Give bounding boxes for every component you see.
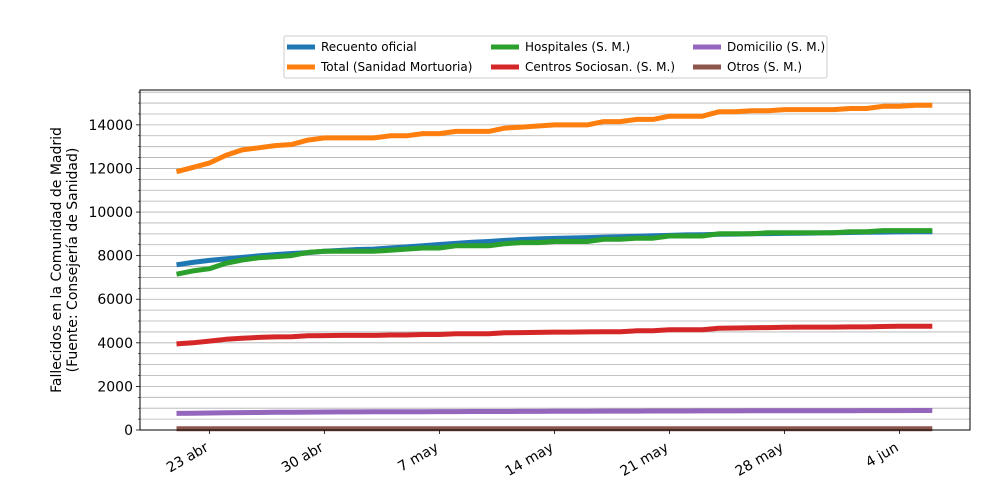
- y-tick-label: 0: [124, 423, 133, 439]
- series-line: [176, 323, 933, 347]
- legend-label: Otros (S. M.): [727, 60, 802, 74]
- legend-label: Centros Sociosan. (S. M.): [525, 60, 675, 74]
- series-line: [176, 228, 933, 277]
- series-lines: [175, 102, 933, 432]
- y-tick-label: 12000: [88, 161, 133, 177]
- plot-frame: [139, 89, 971, 431]
- legend-label: Hospitales (S. M.): [525, 40, 630, 54]
- y-tick-label: 6000: [97, 292, 133, 308]
- y-axis-title-line: (Fuente: Consejería de Sanidad): [65, 148, 81, 373]
- legend-box: [283, 35, 828, 79]
- legend-label: Recuento oficial: [321, 40, 417, 54]
- y-tick-label: 2000: [97, 379, 133, 395]
- y-tick-label: 4000: [97, 336, 133, 352]
- series-line: [176, 408, 933, 416]
- legend: Recuento oficial Total (Sanidad Mortuoria…: [283, 35, 828, 79]
- y-tick-label: 14000: [88, 118, 133, 134]
- y-axis-title: Fallecidos en la Comunidad de Madrid(Fue…: [49, 127, 81, 393]
- y-axis-title-line: Fallecidos en la Comunidad de Madrid: [49, 127, 65, 393]
- y-tick-label: 10000: [88, 205, 133, 221]
- series-line: [175, 102, 933, 175]
- legend-label: Domicilio (S. M.): [727, 40, 825, 54]
- grid-lines: [140, 91, 970, 420]
- y-axis-label: Fallecidos en la Comunidad de Madrid(Fue…: [49, 127, 81, 393]
- y-axis: 0 2000 4000 6000 8000 10000 12000 14000: [88, 91, 140, 439]
- y-tick-label: 8000: [97, 249, 133, 265]
- legend-label: Total (Sanidad Mortuoria): [320, 60, 472, 74]
